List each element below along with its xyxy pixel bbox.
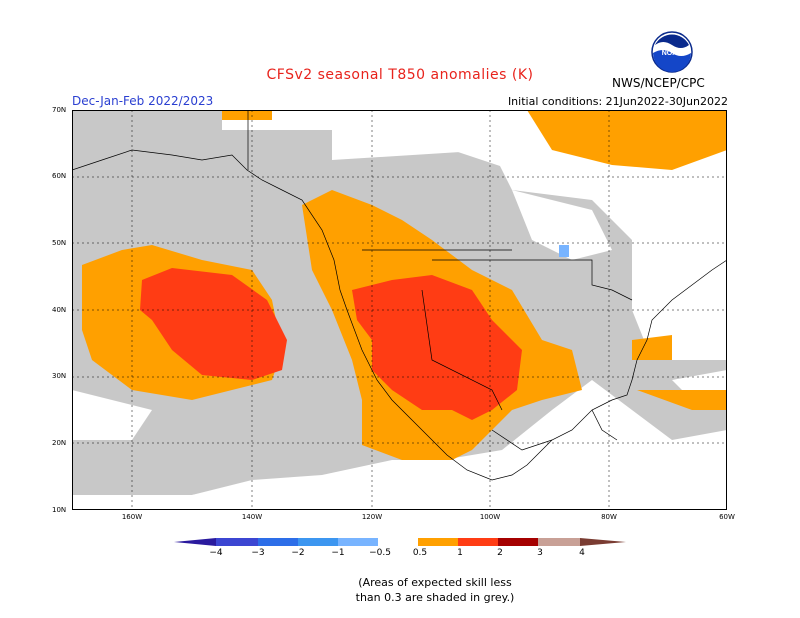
colorbar-label: −4 <box>209 548 223 558</box>
lat-label: 70N <box>52 106 67 114</box>
chart-title: CFSv2 seasonal T850 anomalies (K) <box>266 67 534 83</box>
colorbar-label: −2 <box>291 548 305 558</box>
graticule <box>72 110 727 510</box>
lat-label: 40N <box>52 306 67 314</box>
colorbar-label: 3 <box>537 548 543 558</box>
colorbar-segment <box>538 538 580 546</box>
colorbar-segment <box>378 538 418 546</box>
colorbar-label: −3 <box>251 548 265 558</box>
skill-footnote: (Areas of expected skill less than 0.3 a… <box>0 575 800 605</box>
colorbar-label: 0.5 <box>412 548 428 558</box>
lat-label: 60N <box>52 172 67 180</box>
season-label: Dec-Jan-Feb 2022/2023 <box>72 94 214 108</box>
colorbar-label: −1 <box>331 548 345 558</box>
colorbar-label: −0.5 <box>369 548 391 558</box>
lat-label: 30N <box>52 372 67 380</box>
agency-label: NWS/NCEP/CPC <box>612 76 705 90</box>
colorbar-segment <box>458 538 498 546</box>
lon-label: 80W <box>601 513 617 521</box>
footnote-line-2: than 0.3 are shaded in grey.) <box>355 591 515 604</box>
colorbar-label: 1 <box>457 548 463 558</box>
lon-label: 120W <box>361 513 383 521</box>
anomaly-neg-0-5-1-region <box>559 245 569 257</box>
colorbar-segment <box>498 538 538 546</box>
noaa-logo: NOAA <box>651 31 693 73</box>
coastlines <box>72 110 727 481</box>
lat-label: 20N <box>52 439 67 447</box>
colorbar-segment <box>338 538 378 546</box>
colorbar <box>174 538 626 546</box>
lon-label: 100W <box>479 513 501 521</box>
anomaly-map <box>72 110 727 510</box>
lon-label: 140W <box>241 513 263 521</box>
noaa-logo-text: NOAA <box>662 50 683 57</box>
initial-conditions: Initial conditions: 21Jun2022-30Jun2022 <box>507 95 728 108</box>
colorbar-segment <box>418 538 458 546</box>
colorbar-label: 4 <box>579 548 585 558</box>
colorbar-label: 2 <box>497 548 503 558</box>
colorbar-segment <box>258 538 298 546</box>
lat-label: 50N <box>52 239 67 247</box>
colorbar-low-arrow <box>174 538 216 546</box>
anomaly-1-2-region <box>140 268 522 420</box>
colorbar-high-arrow <box>580 538 626 546</box>
lon-label: 160W <box>121 513 143 521</box>
footnote-line-1: (Areas of expected skill less <box>358 576 512 589</box>
lat-label: 10N <box>52 506 67 514</box>
lon-label: 60W <box>719 513 735 521</box>
colorbar-segment <box>298 538 338 546</box>
colorbar-segment <box>216 538 258 546</box>
